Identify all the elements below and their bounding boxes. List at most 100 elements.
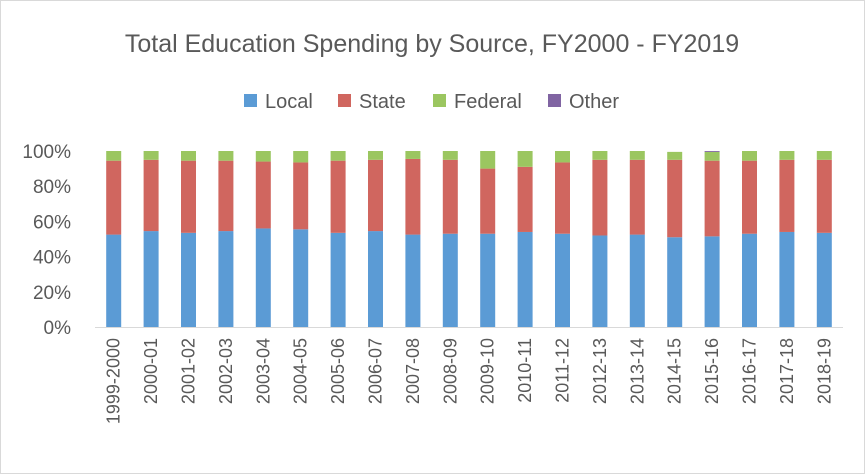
bar-segment-federal [143, 151, 159, 160]
bar-stack-2007-08 [405, 151, 421, 327]
bar-segment-state [779, 159, 795, 232]
x-tick-label: 2010-11 [515, 338, 535, 403]
bar-segment-local [255, 228, 271, 327]
x-tick-label: 2005-06 [328, 338, 348, 404]
bar-segment-state [442, 159, 458, 234]
bar-segment-federal [106, 151, 122, 161]
x-tick-label: 2015-16 [702, 338, 722, 404]
legend-item-state: State [338, 91, 406, 113]
bar-segment-state [480, 168, 496, 234]
bar-segment-state [704, 160, 720, 237]
bar-segment-federal [218, 151, 234, 161]
bar-segment-federal [517, 151, 533, 167]
legend-label: Local [265, 91, 313, 113]
bar-segment-local [779, 231, 795, 327]
bar-stack-2006-07 [368, 151, 383, 327]
bar-segment-local [442, 233, 458, 327]
bar-stack-2016-17 [742, 151, 757, 327]
legend-swatch [433, 94, 446, 107]
legend-item-local: Local [244, 91, 313, 113]
x-tick-label: 2016-17 [740, 338, 760, 404]
bar-segment-federal [293, 151, 309, 163]
bar-stack-2013-14 [629, 151, 645, 327]
bar-segment-federal [368, 151, 383, 160]
bar-segment-federal [629, 151, 645, 160]
x-tick-label: 2003-04 [253, 338, 273, 404]
bar-stack-2015-16 [704, 151, 720, 327]
bar-stack-2018-19 [816, 151, 832, 327]
bar-segment-state [592, 159, 608, 236]
bar-segment-local [143, 231, 159, 327]
bar-segment-federal [480, 151, 496, 169]
bar-segment-local [742, 233, 757, 327]
bar-segment-local [816, 232, 832, 327]
bar-segment-state [330, 160, 346, 233]
bar-segment-state [667, 159, 683, 238]
bar-stack-2011-12 [555, 151, 570, 327]
legend-item-federal: Federal [433, 91, 522, 113]
bar-segment-state [106, 160, 122, 235]
y-tick-label: 40% [33, 248, 71, 269]
bar-segment-local [480, 233, 496, 327]
bar-segment-local [181, 232, 196, 327]
bar-stack-2004-05 [293, 151, 309, 327]
bar-segment-local [704, 236, 720, 327]
x-tick-label: 2008-09 [440, 338, 460, 404]
x-tick-label: 2011-12 [553, 338, 573, 403]
bar-segment-state [218, 160, 234, 232]
bar-segment-federal [442, 151, 458, 160]
bar-segment-state [293, 162, 309, 230]
bar-stack-2002-03 [218, 151, 234, 327]
plot-area [106, 151, 832, 327]
bar-segment-local [592, 235, 608, 327]
bar-stack-2012-13 [592, 151, 608, 327]
legend-swatch [244, 94, 257, 107]
legend-swatch [548, 94, 561, 107]
legend: Local State Federal Other [244, 91, 619, 113]
bar-stack-2010-11 [517, 151, 533, 327]
bar-segment-federal [405, 151, 421, 159]
y-axis: 0% 20% 40% 60% 80% 100% [22, 142, 71, 339]
y-tick-label: 100% [22, 142, 71, 163]
bar-stack-2014-15 [667, 151, 683, 327]
bar-stack-1999-2000 [106, 151, 122, 327]
legend-item-other: Other [548, 91, 619, 113]
y-tick-label: 80% [33, 177, 71, 198]
bar-segment-local [293, 229, 309, 327]
x-tick-label: 2013-14 [627, 338, 647, 404]
x-tick-label: 2002-03 [216, 338, 236, 404]
bar-segment-federal [255, 151, 271, 162]
bar-segment-local [106, 234, 122, 327]
bar-segment-state [629, 159, 645, 235]
bar-segment-local [517, 231, 533, 327]
bar-stack-2003-04 [255, 151, 271, 327]
bar-stack-2001-02 [181, 151, 196, 327]
x-tick-label: 2004-05 [291, 338, 311, 404]
bar-segment-state [368, 159, 383, 232]
legend-swatch [338, 94, 351, 107]
bar-segment-local [555, 233, 570, 327]
bar-stack-2017-18 [779, 151, 795, 327]
bar-segment-federal [181, 151, 196, 161]
legend-label: State [359, 91, 406, 113]
x-tick-label: 2017-18 [777, 338, 797, 404]
x-tick-label: 2006-07 [366, 338, 386, 404]
bar-segment-local [218, 231, 234, 327]
x-tick-label: 2018-19 [814, 338, 834, 404]
x-axis: 1999-2000 2000-01 2001-02 2002-03 2003-04 200… [95, 327, 843, 424]
legend-label: Federal [454, 91, 522, 113]
x-tick-label: 2007-08 [403, 338, 423, 404]
bar-segment-local [405, 234, 421, 327]
chart-title: Total Education Spending by Source, FY20… [125, 30, 739, 58]
y-tick-label: 0% [44, 318, 72, 339]
y-tick-label: 20% [33, 283, 71, 304]
x-tick-label: 2014-15 [665, 338, 685, 404]
bar-segment-state [143, 159, 159, 232]
bar-segment-local [667, 237, 683, 327]
bar-segment-state [742, 160, 757, 234]
bar-segment-state [255, 161, 271, 229]
bar-segment-state [816, 159, 832, 233]
legend-label: Other [569, 91, 619, 113]
bar-segment-federal [592, 151, 608, 160]
